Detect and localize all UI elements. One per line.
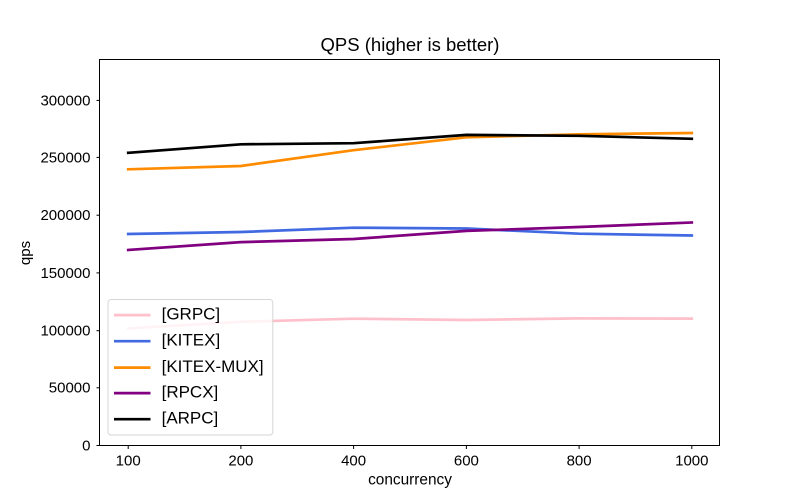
svg-text:200: 200 (228, 453, 253, 470)
svg-text:qps: qps (17, 241, 34, 265)
svg-text:[RPCX]: [RPCX] (162, 382, 219, 401)
svg-text:100: 100 (116, 453, 141, 470)
svg-text:400: 400 (341, 453, 366, 470)
svg-text:800: 800 (567, 453, 592, 470)
svg-text:1000: 1000 (675, 453, 708, 470)
svg-text:300000: 300000 (40, 92, 90, 109)
svg-text:[KITEX-MUX]: [KITEX-MUX] (162, 357, 264, 376)
svg-text:0: 0 (82, 437, 90, 454)
svg-text:[KITEX]: [KITEX] (162, 330, 221, 349)
svg-text:QPS (higher is better): QPS (higher is better) (321, 34, 500, 55)
svg-text:200000: 200000 (40, 207, 90, 224)
svg-text:150000: 150000 (40, 265, 90, 282)
svg-text:[ARPC]: [ARPC] (162, 408, 219, 427)
svg-text:concurrency: concurrency (368, 472, 452, 489)
svg-text:250000: 250000 (40, 149, 90, 166)
svg-text:[GRPC]: [GRPC] (162, 304, 221, 323)
svg-text:600: 600 (454, 453, 479, 470)
svg-text:50000: 50000 (49, 380, 91, 397)
svg-text:100000: 100000 (40, 323, 90, 340)
